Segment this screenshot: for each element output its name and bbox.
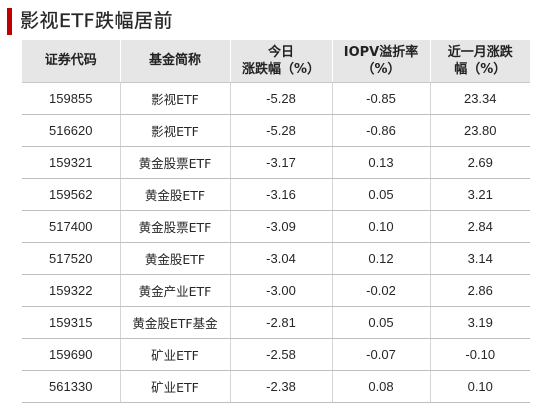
- cell-change: -3.16: [229, 178, 332, 211]
- cell-code: 159562: [22, 178, 120, 211]
- cell-code: 159322: [22, 274, 120, 307]
- cell-iopv: 0.13: [331, 146, 430, 179]
- cell-name: 影视ETF: [119, 82, 230, 115]
- cell-name: 黄金股票ETF: [119, 210, 230, 243]
- table-body: 159855 影视ETF -5.28 -0.85 23.34 516620 影视…: [22, 82, 530, 403]
- page-title: 影视ETF跌幅居前: [20, 10, 174, 32]
- table-row: 159321 黄金股票ETF -3.17 0.13 2.69: [22, 146, 530, 179]
- cell-iopv: -0.86: [331, 114, 430, 147]
- header-name: 基金简称: [119, 40, 230, 83]
- cell-name: 矿业ETF: [119, 338, 230, 371]
- cell-month: 2.86: [429, 274, 530, 307]
- table-row: 517520 黄金股ETF -3.04 0.12 3.14: [22, 242, 530, 275]
- cell-iopv: -0.85: [331, 82, 430, 115]
- table-row: 159855 影视ETF -5.28 -0.85 23.34: [22, 82, 530, 115]
- cell-name: 黄金股票ETF: [119, 146, 230, 179]
- header-iopv-line1: IOPV溢折率: [343, 44, 419, 60]
- cell-change: -2.58: [229, 338, 332, 371]
- cell-code: 517520: [22, 242, 120, 275]
- cell-iopv: 0.08: [331, 370, 430, 403]
- etf-table: 证券代码 基金简称 今日 涨跌幅（%） IOPV溢折率 （%） 近一月涨跌 幅（…: [22, 40, 530, 403]
- cell-name: 矿业ETF: [119, 370, 230, 403]
- cell-change: -5.28: [229, 114, 332, 147]
- table-row: 159562 黄金股ETF -3.16 0.05 3.21: [22, 178, 530, 211]
- header-change-line2: 涨跌幅（%）: [241, 61, 321, 77]
- header-code: 证券代码: [22, 40, 120, 83]
- cell-change: -2.38: [229, 370, 332, 403]
- header-month-line2: 幅（%）: [454, 61, 507, 77]
- cell-month: 3.14: [429, 242, 530, 275]
- header-month: 近一月涨跌 幅（%）: [429, 40, 530, 83]
- cell-change: -3.09: [229, 210, 332, 243]
- cell-month: 23.80: [429, 114, 530, 147]
- cell-month: 2.84: [429, 210, 530, 243]
- cell-code: 516620: [22, 114, 120, 147]
- header-month-line1: 近一月涨跌: [447, 44, 513, 60]
- cell-change: -3.17: [229, 146, 332, 179]
- cell-name: 黄金股ETF: [119, 178, 230, 211]
- cell-name: 黄金产业ETF: [119, 274, 230, 307]
- cell-month: 2.69: [429, 146, 530, 179]
- cell-iopv: 0.12: [331, 242, 430, 275]
- cell-iopv: 0.05: [331, 178, 430, 211]
- header-iopv: IOPV溢折率 （%）: [331, 40, 430, 83]
- cell-iopv: -0.02: [331, 274, 430, 307]
- table-header: 证券代码 基金简称 今日 涨跌幅（%） IOPV溢折率 （%） 近一月涨跌 幅（…: [22, 40, 530, 83]
- cell-code: 561330: [22, 370, 120, 403]
- header-change-line1: 今日: [267, 44, 294, 60]
- table-row: 516620 影视ETF -5.28 -0.86 23.80: [22, 114, 530, 147]
- cell-code: 159315: [22, 306, 120, 339]
- cell-month: -0.10: [429, 338, 530, 371]
- cell-code: 159855: [22, 82, 120, 115]
- cell-iopv: 0.05: [331, 306, 430, 339]
- cell-code: 159690: [22, 338, 120, 371]
- cell-name: 黄金股ETF基金: [119, 306, 230, 339]
- table-row: 561330 矿业ETF -2.38 0.08 0.10: [22, 370, 530, 403]
- table-row: 159322 黄金产业ETF -3.00 -0.02 2.86: [22, 274, 530, 307]
- header-row: 证券代码 基金简称 今日 涨跌幅（%） IOPV溢折率 （%） 近一月涨跌 幅（…: [22, 40, 530, 83]
- cell-change: -5.28: [229, 82, 332, 115]
- table-row: 517400 黄金股票ETF -3.09 0.10 2.84: [22, 210, 530, 243]
- cell-name: 黄金股ETF: [119, 242, 230, 275]
- table-row: 159690 矿业ETF -2.58 -0.07 -0.10: [22, 338, 530, 371]
- cell-name: 影视ETF: [119, 114, 230, 147]
- header-change: 今日 涨跌幅（%）: [229, 40, 332, 83]
- title-accent-bar: [7, 8, 12, 35]
- cell-iopv: -0.07: [331, 338, 430, 371]
- title-bar: 影视ETF跌幅居前: [0, 4, 550, 38]
- cell-code: 159321: [22, 146, 120, 179]
- header-iopv-line2: （%）: [361, 61, 401, 77]
- cell-month: 23.34: [429, 82, 530, 115]
- cell-iopv: 0.10: [331, 210, 430, 243]
- cell-month: 3.21: [429, 178, 530, 211]
- table-row: 159315 黄金股ETF基金 -2.81 0.05 3.19: [22, 306, 530, 339]
- cell-code: 517400: [22, 210, 120, 243]
- cell-change: -3.04: [229, 242, 332, 275]
- cell-month: 3.19: [429, 306, 530, 339]
- cell-change: -2.81: [229, 306, 332, 339]
- cell-month: 0.10: [429, 370, 530, 403]
- cell-change: -3.00: [229, 274, 332, 307]
